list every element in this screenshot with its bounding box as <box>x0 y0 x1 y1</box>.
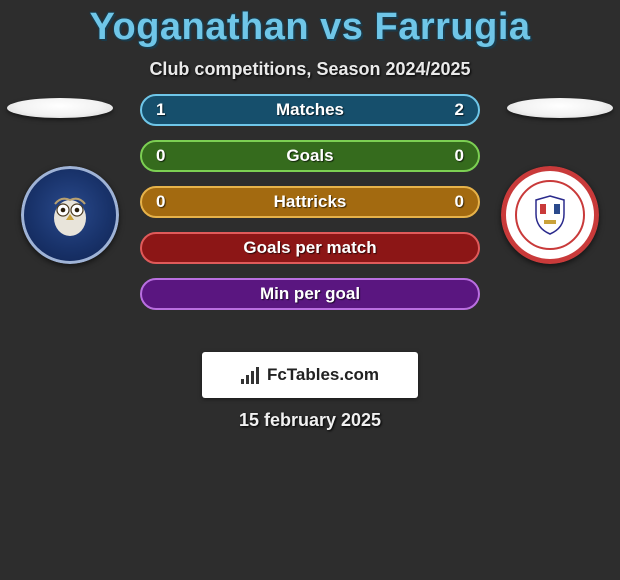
stat-right-value: 0 <box>455 146 464 166</box>
stat-pill-column: 1 Matches 2 0 Goals 0 0 Hattricks 0 Goals per mat… <box>140 94 480 310</box>
club-crest-right <box>501 166 599 264</box>
stat-label: Goals <box>286 146 333 166</box>
stat-label: Hattricks <box>274 192 347 212</box>
comparison-stage: 1Matches20Goals00Hattricks0Goals per mat… <box>0 108 620 368</box>
stat-pill-min_per_goal: Min per goal <box>140 278 480 310</box>
page-title: Yoganathan vs Farrugia <box>0 0 620 49</box>
stat-label: Matches <box>276 100 344 120</box>
stat-left-value: 0 <box>156 192 165 212</box>
watermark-text: FcTables.com <box>267 365 379 385</box>
stat-right-value: 2 <box>455 100 464 120</box>
watermark-badge: FcTables.com <box>202 352 418 398</box>
date-line: 15 february 2025 <box>0 410 620 431</box>
player-orb-left <box>7 98 113 118</box>
shield-icon <box>532 194 568 236</box>
stat-right-value: 0 <box>455 192 464 212</box>
stat-pill-goals_per_match: Goals per match <box>140 232 480 264</box>
bar-chart-icon <box>241 366 261 384</box>
stat-pill-hattricks: 0 Hattricks 0 <box>140 186 480 218</box>
stat-pill-matches: 1 Matches 2 <box>140 94 480 126</box>
stat-left-value: 1 <box>156 100 165 120</box>
stat-label: Min per goal <box>260 284 360 304</box>
stat-label: Goals per match <box>243 238 376 258</box>
stat-left-value: 0 <box>156 146 165 166</box>
owl-icon <box>43 188 97 242</box>
page-subtitle: Club competitions, Season 2024/2025 <box>0 59 620 80</box>
club-crest-left <box>21 166 119 264</box>
stat-pill-goals: 0 Goals 0 <box>140 140 480 172</box>
player-orb-right <box>507 98 613 118</box>
